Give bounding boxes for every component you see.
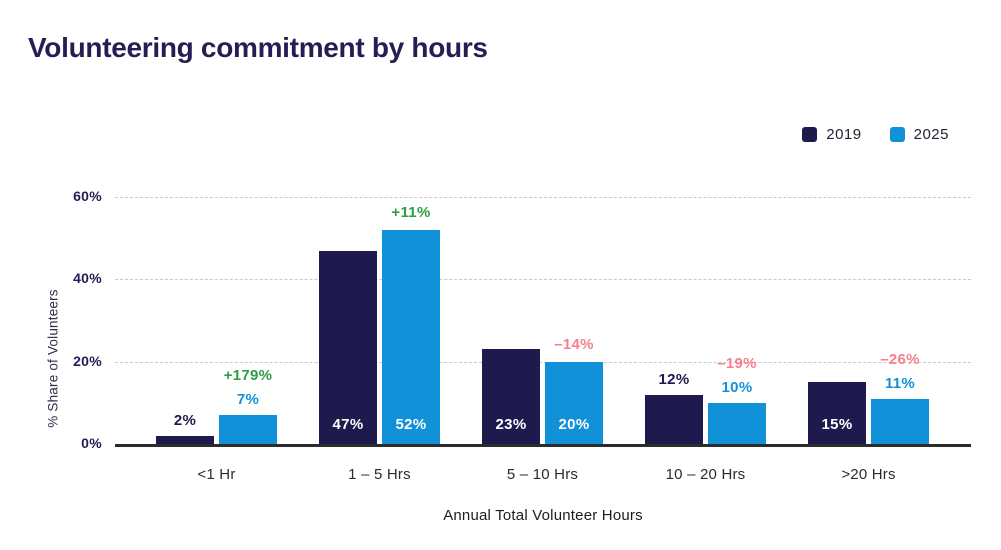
bar-2025 [382, 230, 440, 444]
bar-2019 [645, 395, 703, 444]
category-label: <1 Hr [197, 466, 236, 483]
bar-value-label-2019: 12% [658, 371, 690, 388]
category-label: >20 Hrs [841, 466, 896, 483]
bar-value-label-2019: 47% [332, 416, 364, 433]
gridline-20% [115, 361, 971, 363]
bar-2025 [708, 403, 766, 444]
legend-item-2025: 2025 [889, 126, 949, 143]
bar-value-label-2025: 52% [395, 416, 427, 433]
bar-2019 [808, 382, 866, 444]
legend-item-2019: 2019 [802, 126, 861, 143]
bar-2025 [219, 415, 277, 444]
legend-label-2025: 2025 [913, 126, 949, 143]
bar-value-label-2025: 20% [558, 416, 590, 433]
bar-2025 [545, 362, 603, 444]
bar-2025 [871, 399, 929, 444]
bar-value-label-2019: 15% [821, 416, 853, 433]
y-tick-label: 0% [81, 435, 102, 451]
page-title: Volunteering commitment by hours [28, 32, 488, 63]
bar-2019 [319, 251, 377, 444]
bar-value-label-2019: 23% [495, 416, 527, 433]
category-label: 1 – 5 Hrs [348, 466, 411, 483]
x-axis-title: Annual Total Volunteer Hours [443, 507, 643, 524]
change-label: +179% [223, 367, 273, 384]
y-tick-label: 20% [73, 352, 102, 369]
legend: 2019 2025 [802, 126, 949, 143]
change-label: –14% [554, 336, 594, 353]
y-axis-title: % Share of Volunteers [45, 289, 61, 428]
gridline-60% [115, 197, 971, 198]
legend-label-2019: 2019 [826, 126, 862, 143]
bar-value-label-2019: 2% [173, 412, 197, 429]
bar-2019 [482, 349, 540, 444]
change-label: –26% [880, 351, 920, 368]
bar-value-label-2025: 11% [884, 375, 916, 392]
category-label: 5 – 10 Hrs [506, 466, 579, 483]
bar-value-label-2025: 10% [721, 379, 753, 396]
x-axis-line [115, 444, 971, 447]
y-tick-label: 40% [73, 270, 102, 287]
bar-2019 [156, 436, 214, 444]
gridline-40% [115, 279, 971, 281]
legend-swatch-2025 [889, 127, 905, 142]
bar-value-label-2025: 7% [236, 391, 260, 408]
change-label: +11% [391, 204, 431, 221]
change-label: –19% [717, 355, 757, 372]
category-label: 10 – 20 Hrs [665, 466, 746, 483]
legend-swatch-2019 [802, 127, 818, 142]
y-tick-label: 60% [73, 188, 102, 204]
